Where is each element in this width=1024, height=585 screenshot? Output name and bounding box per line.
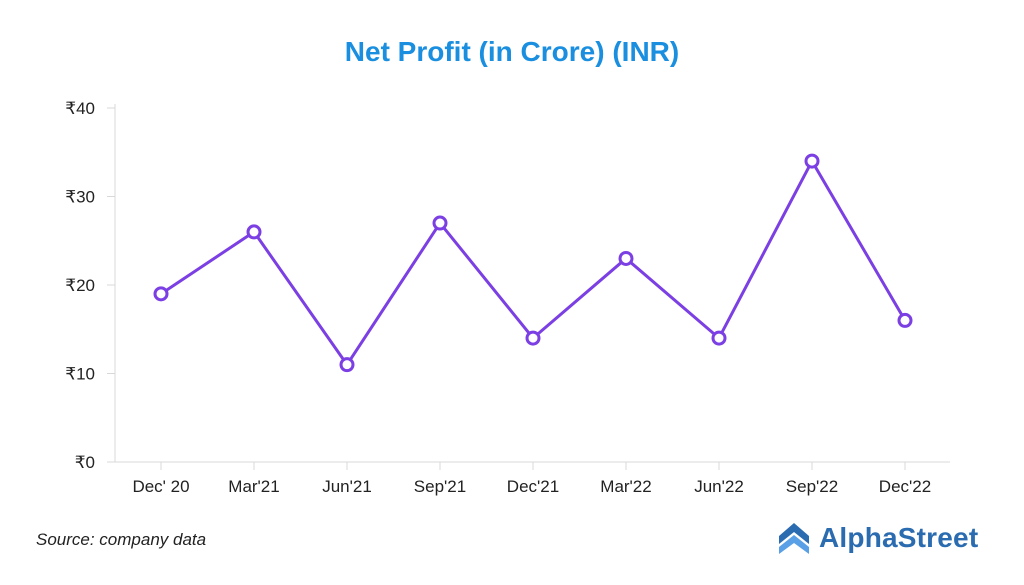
x-tick-label: Sep'22: [786, 477, 838, 496]
data-point: [804, 153, 820, 169]
data-point: [432, 215, 448, 231]
data-point: [525, 330, 541, 346]
x-tick-label: Jun'22: [694, 477, 744, 496]
x-tick-label: Jun'21: [322, 477, 372, 496]
series-group: [153, 153, 913, 373]
data-point: [897, 312, 913, 328]
data-point: [339, 357, 355, 373]
y-tick-label: ₹20: [65, 276, 95, 295]
data-point: [618, 250, 634, 266]
y-tick-labels: ₹0 ₹10 ₹20 ₹30 ₹40: [65, 99, 95, 472]
x-tick-label: Dec'22: [879, 477, 931, 496]
chart-title: Net Profit (in Crore) (INR): [344, 36, 680, 67]
x-tick-label: Dec' 20: [132, 477, 189, 496]
data-point: [246, 224, 262, 240]
x-tick-label: Dec'21: [507, 477, 559, 496]
x-tick-label: Mar'21: [228, 477, 279, 496]
source-note: Source: company data: [36, 530, 207, 549]
y-tick-label: ₹30: [65, 188, 95, 207]
brand-logo: AlphaStreet: [777, 518, 978, 558]
data-point: [153, 286, 169, 302]
y-tick-label: ₹10: [65, 365, 95, 384]
x-tick-labels: Dec' 20 Mar'21 Jun'21 Sep'21 Dec'21 Mar'22 Jun…: [132, 477, 931, 496]
y-tick-label: ₹0: [75, 453, 95, 472]
chart-axes: [107, 104, 950, 470]
x-tick-label: Mar'22: [600, 477, 651, 496]
y-tick-label: ₹40: [65, 99, 95, 118]
alphastreet-logo-icon: [779, 523, 809, 554]
data-point: [711, 330, 727, 346]
x-tick-label: Sep'21: [414, 477, 466, 496]
brand-name: AlphaStreet: [819, 522, 979, 553]
